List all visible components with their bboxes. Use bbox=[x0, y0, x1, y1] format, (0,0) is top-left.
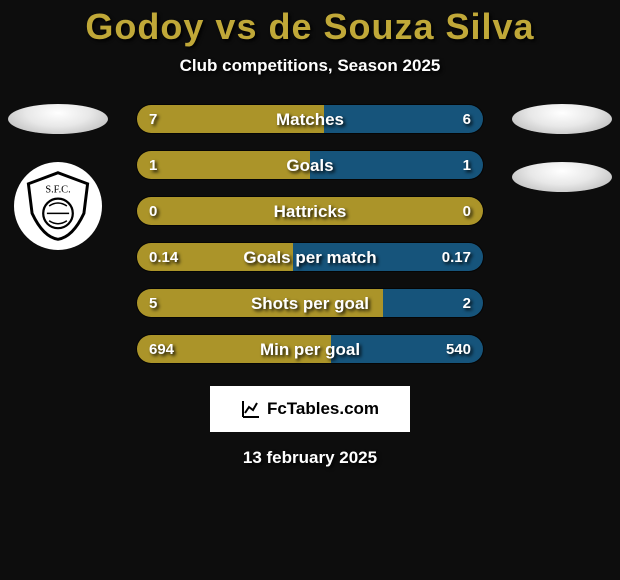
stat-row: 0.14Goals per match0.17 bbox=[136, 242, 484, 272]
stat-value-left: 0 bbox=[149, 197, 157, 226]
stat-bar-left bbox=[137, 151, 310, 179]
stat-value-right: 540 bbox=[446, 335, 471, 364]
club-badge-left: S.F.C. bbox=[14, 162, 102, 250]
stat-row: 1Goals1 bbox=[136, 150, 484, 180]
date-text: 13 february 2025 bbox=[243, 448, 377, 468]
stat-row: 7Matches6 bbox=[136, 104, 484, 134]
left-badges: S.F.C. bbox=[8, 104, 108, 250]
club-ellipse-right bbox=[512, 162, 612, 192]
club-logo-icon: S.F.C. bbox=[21, 169, 95, 243]
stat-value-right: 1 bbox=[463, 151, 471, 180]
stat-value-right: 6 bbox=[463, 105, 471, 134]
player-ellipse-right bbox=[512, 104, 612, 134]
stat-bar-left bbox=[137, 289, 383, 317]
watermark: FcTables.com bbox=[210, 386, 410, 432]
stat-value-right: 2 bbox=[463, 289, 471, 318]
stat-row: 0Hattricks0 bbox=[136, 196, 484, 226]
stat-value-left: 7 bbox=[149, 105, 157, 134]
stat-bar-left bbox=[137, 105, 324, 133]
stat-value-left: 1 bbox=[149, 151, 157, 180]
watermark-text: FcTables.com bbox=[267, 399, 379, 419]
stat-bar-right bbox=[310, 151, 483, 179]
stat-value-left: 0.14 bbox=[149, 243, 178, 272]
subtitle: Club competitions, Season 2025 bbox=[180, 56, 441, 76]
page-title: Godoy vs de Souza Silva bbox=[85, 6, 534, 48]
comparison-panel: S.F.C. 7Matches6 1Goals1 0Hattricks0 0.14Go… bbox=[0, 104, 620, 364]
stat-value-left: 694 bbox=[149, 335, 174, 364]
stat-row: 694Min per goal540 bbox=[136, 334, 484, 364]
stat-value-left: 5 bbox=[149, 289, 157, 318]
chart-icon bbox=[241, 399, 261, 419]
stat-bar-right bbox=[324, 105, 483, 133]
stat-value-right: 0.17 bbox=[442, 243, 471, 272]
stat-bars: 7Matches6 1Goals1 0Hattricks0 0.14Goals per… bbox=[136, 104, 484, 364]
svg-text:S.F.C.: S.F.C. bbox=[45, 185, 70, 196]
player-ellipse-left bbox=[8, 104, 108, 134]
right-badges bbox=[512, 104, 612, 192]
stat-row: 5Shots per goal2 bbox=[136, 288, 484, 318]
stat-bar-left bbox=[137, 197, 483, 225]
stat-value-right: 0 bbox=[463, 197, 471, 226]
